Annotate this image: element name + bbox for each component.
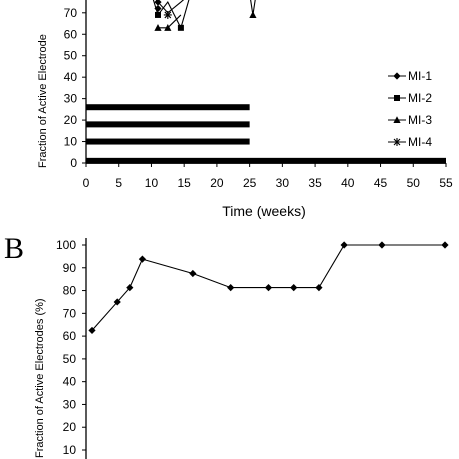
data-point-mi-3 xyxy=(154,24,162,31)
panel-a-series-lines xyxy=(152,0,257,31)
panel-a-y-axis-label: Fraction of Active Electrode xyxy=(37,34,49,168)
panel-b-y-tick-label: 60 xyxy=(63,329,77,343)
panel-a-x-tick-label: 35 xyxy=(308,176,322,190)
duration-bar-mi-1 xyxy=(86,104,250,111)
panel-b-y-tick-label: 100 xyxy=(56,238,76,252)
panel-b-y-tick-label: 90 xyxy=(63,261,77,275)
data-point-mi-4 xyxy=(163,10,172,19)
panel-b-series-lines xyxy=(88,241,449,335)
duration-bar-mi-2 xyxy=(86,121,250,128)
panel-a-x-tick-label: 5 xyxy=(115,176,122,190)
panel-b-data-point xyxy=(441,241,449,249)
panel-b-letter: B xyxy=(4,232,24,265)
panel-b-y-tick-label: 40 xyxy=(63,375,77,389)
data-point-mi-1 xyxy=(154,4,162,13)
panel-a-x-ticks: 0 5 10 15 20 25 30 35 40 45 50 55 xyxy=(83,163,453,190)
panel-a-y-tick-label: 30 xyxy=(64,92,78,106)
legend-marker-mi-2 xyxy=(394,95,400,101)
panel-a-legend: MI-1 MI-2 MI-3 MI-4 xyxy=(388,69,432,149)
panel-a-y-tick-label: 20 xyxy=(64,113,78,127)
panel-a-y-tick-label: 70 xyxy=(64,6,78,20)
panel-a-x-tick-label: 25 xyxy=(243,176,257,190)
panel-b-data-point xyxy=(264,283,273,292)
panel-b-y-tick-label: 80 xyxy=(63,284,77,298)
panel-b-data-point xyxy=(340,241,348,249)
panel-b-data-point xyxy=(113,298,121,306)
panel-b-y-tick-label: 20 xyxy=(63,420,77,434)
panel-a-x-tick-label: 15 xyxy=(178,176,192,190)
panel-b-data-point xyxy=(378,241,386,249)
legend-label-mi-4: MI-4 xyxy=(408,135,432,149)
legend-marker-mi-4 xyxy=(393,138,401,146)
panel-b-data-point xyxy=(315,283,323,292)
legend-marker-mi-3 xyxy=(393,116,401,123)
panel-b-y-tick-label: 30 xyxy=(63,397,77,411)
panel-b: B Fraction of Active Electrodes (%) 10 20… xyxy=(4,232,449,459)
panel-b-y-ticks: 10 20 30 40 50 60 70 80 90 100 xyxy=(56,238,86,457)
legend-marker-mi-1 xyxy=(393,72,401,80)
panel-a-x-tick-label: 20 xyxy=(210,176,224,190)
panel-a-x-tick-label: 55 xyxy=(439,176,453,190)
data-point-mi-2 xyxy=(177,24,184,31)
panel-a-x-axis-label: Time (weeks) xyxy=(222,203,306,219)
panel-b-data-point xyxy=(138,255,147,263)
panel-b-y-axis-label: Fraction of Active Electrodes (%) xyxy=(34,298,46,458)
panel-a-y-tick-label: 50 xyxy=(64,49,78,63)
panel-b-data-point xyxy=(88,326,96,335)
legend-label-mi-1: MI-1 xyxy=(408,69,432,83)
panel-b-y-tick-label: 10 xyxy=(63,443,77,457)
panel-b-series-line xyxy=(91,244,445,331)
panel-a-duration-bars xyxy=(86,104,446,164)
panel-a-y-ticks: 0 10 20 30 40 50 60 70 xyxy=(64,6,86,170)
panel-a-x-tick-label: 30 xyxy=(276,176,290,190)
panel-a-y-tick-label: 40 xyxy=(64,70,78,84)
data-point-mi-1 xyxy=(154,0,162,6)
panel-a-x-tick-label: 45 xyxy=(374,176,388,190)
duration-bar-mi-4 xyxy=(86,157,446,164)
panel-a-x-tick-label: 40 xyxy=(341,176,355,190)
data-point-mi-2 xyxy=(155,11,161,18)
panel-b-data-point xyxy=(227,283,235,292)
duration-bar-mi-3 xyxy=(86,138,250,145)
data-point-mi-3 xyxy=(164,24,172,31)
panel-a-x-tick-label: 10 xyxy=(145,176,159,190)
legend-label-mi-3: MI-3 xyxy=(408,113,432,127)
data-point-mi-3 xyxy=(249,11,257,18)
panel-a-y-tick-label: 10 xyxy=(64,135,78,149)
panel-b-y-tick-label: 70 xyxy=(63,306,77,320)
panel-a-x-tick-label: 0 xyxy=(83,176,90,190)
legend-label-mi-2: MI-2 xyxy=(408,91,432,105)
panel-a-y-tick-label: 60 xyxy=(64,27,78,41)
panel-a: Fraction of Active Electrode 01020304050… xyxy=(37,0,453,219)
panel-b-y-tick-label: 50 xyxy=(63,352,77,366)
panel-b-data-point xyxy=(126,283,134,292)
panel-b-data-point xyxy=(290,283,298,292)
panel-a-x-tick-label: 50 xyxy=(407,176,421,190)
panel-b-data-point xyxy=(189,269,197,278)
panel-a-y-tick-label: 0 xyxy=(70,156,77,170)
